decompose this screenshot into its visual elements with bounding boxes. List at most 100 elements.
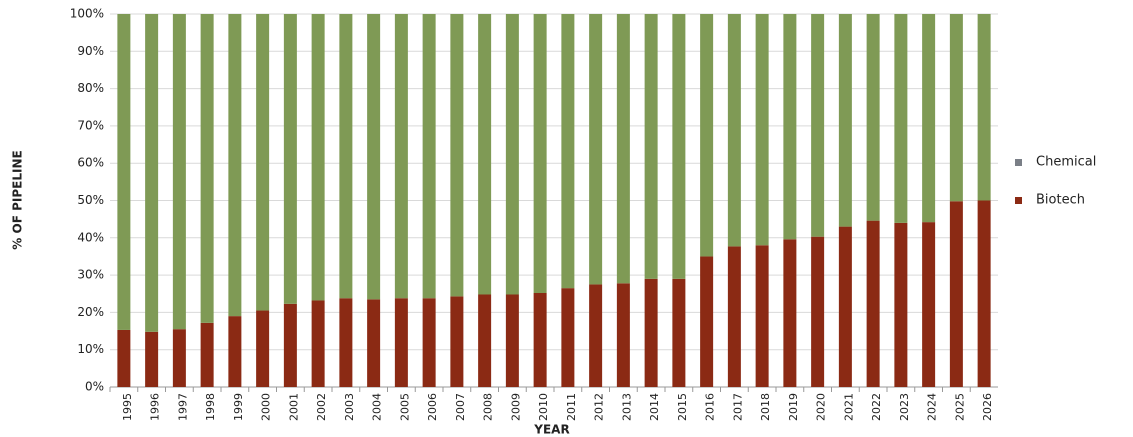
x-tick-label: 2016 [704, 393, 717, 421]
bar-segment [200, 322, 214, 387]
bar-segment [478, 14, 492, 295]
x-tick-label: 2005 [398, 393, 411, 421]
bar-segment [811, 14, 825, 237]
x-tick-label: 1997 [176, 393, 189, 421]
bar-segment [117, 329, 131, 387]
x-tick-label: 2010 [537, 393, 550, 421]
bar-segment [367, 14, 381, 300]
bar-segment [922, 222, 936, 387]
x-tick-label: 2000 [260, 393, 273, 421]
x-tick-label: 1999 [232, 393, 245, 421]
y-tick-label: 50% [77, 193, 104, 207]
y-tick-label: 100% [70, 7, 104, 21]
bar-segment [977, 200, 991, 387]
y-tick-label: 40% [77, 230, 104, 244]
bar-segment [478, 294, 492, 387]
y-axis-label: % OF PIPELINE [11, 150, 25, 249]
x-tick-label: 2002 [315, 393, 328, 421]
bar-segment [922, 14, 936, 223]
x-tick-label: 2012 [593, 393, 606, 421]
y-tick-label: 80% [77, 81, 104, 95]
bar-segment [727, 14, 741, 247]
x-tick-label: 2021 [842, 393, 855, 421]
bar-segment [811, 236, 825, 387]
x-tick-label: 2026 [981, 393, 994, 421]
bar-segment [644, 278, 658, 387]
y-tick-label: 70% [77, 118, 104, 132]
x-tick-label: 2007 [454, 393, 467, 421]
bar-segment [283, 303, 297, 387]
bar-segment [755, 14, 769, 246]
x-tick-label: 1998 [204, 393, 217, 421]
bar-segment [172, 14, 186, 330]
bar-segment [256, 14, 270, 311]
bar-segment [589, 14, 603, 285]
x-tick-label: 2009 [509, 393, 522, 421]
x-tick-label: 2011 [565, 393, 578, 421]
x-tick-label: 2018 [759, 393, 772, 421]
bar-segment [894, 222, 908, 387]
bar-segment [394, 14, 408, 299]
bar-segment [616, 14, 630, 284]
bar-segment [450, 296, 464, 387]
bar-segment [783, 239, 797, 387]
x-axis-label: YEAR [533, 423, 569, 437]
y-tick-label: 0% [85, 380, 104, 394]
bar-segment [755, 245, 769, 387]
bar-segment [283, 14, 297, 304]
bar-segment [866, 14, 880, 221]
bar-segment [644, 14, 658, 279]
bar-segment [561, 14, 575, 289]
x-tick-label: 2013 [620, 393, 633, 421]
bar-segment [311, 300, 325, 387]
bar-segment [256, 310, 270, 387]
bar-segment [394, 298, 408, 387]
bar-segment [228, 316, 242, 387]
legend-label: Biotech [1036, 193, 1085, 208]
x-tick-label: 2025 [953, 393, 966, 421]
bar-segment [172, 329, 186, 387]
bar-segment [339, 298, 353, 387]
legend-swatch [1015, 197, 1022, 204]
legend-label: Chemical [1036, 155, 1096, 170]
x-tick-label: 2003 [343, 393, 356, 421]
bar-segment [672, 278, 686, 387]
x-tick-label: 2017 [731, 393, 744, 421]
x-tick-label: 2023 [898, 393, 911, 421]
bar-segment [700, 256, 714, 387]
x-tick-label: 2004 [371, 393, 384, 421]
bar-segment [339, 14, 353, 299]
x-tick-label: 1996 [149, 393, 162, 421]
x-tick-label: 2022 [870, 393, 883, 421]
bar-segment [866, 220, 880, 387]
x-tick-label: 2014 [648, 393, 661, 421]
bar-segment [200, 14, 214, 323]
bar-segment [672, 14, 686, 279]
y-tick-label: 20% [77, 305, 104, 319]
x-tick-label: 2019 [787, 393, 800, 421]
x-tick-label: 2024 [926, 393, 939, 421]
y-tick-label: 90% [77, 44, 104, 58]
bar-segment [422, 14, 436, 299]
bar-segment [838, 226, 852, 387]
x-tick-label: 2006 [426, 393, 439, 421]
bar-segment [838, 14, 852, 227]
bar-segment [533, 293, 547, 387]
bar-segment [505, 14, 519, 295]
bar-segment [616, 283, 630, 387]
y-tick-label: 60% [77, 156, 104, 170]
bar-segment [505, 294, 519, 387]
legend-swatch [1015, 159, 1022, 166]
y-tick-label: 30% [77, 268, 104, 282]
x-tick-label: 2001 [287, 393, 300, 421]
bar-segment [117, 14, 131, 330]
bar-segment [894, 14, 908, 223]
bar-segment [949, 14, 963, 202]
bar-segment [977, 14, 991, 201]
x-tick-label: 2015 [676, 393, 689, 421]
bar-segment [700, 14, 714, 257]
x-tick-label: 2008 [482, 393, 495, 421]
bar-segment [367, 299, 381, 387]
bar-segment [533, 14, 547, 294]
